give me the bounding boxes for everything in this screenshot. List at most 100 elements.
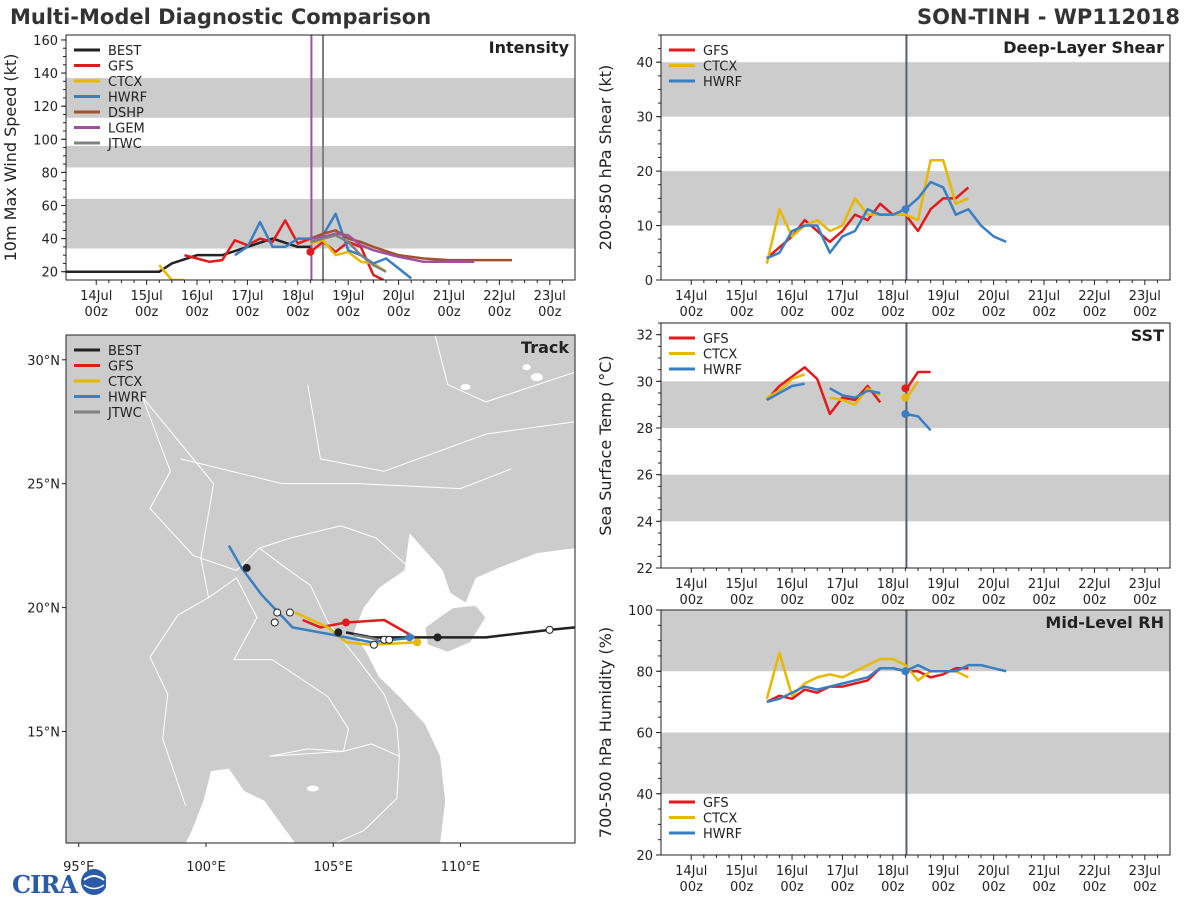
laos-thailand-border (208, 577, 350, 757)
x-tick-hour: 00z (831, 305, 855, 320)
shaded-band (661, 732, 1170, 794)
x-tick-label: 18Jul 00z (877, 864, 909, 895)
x-tick-label: 22Jul 00z (1078, 864, 1110, 895)
x-tick-label: 16Jul 00z (776, 864, 808, 895)
x-tick-hour: 00z (1032, 593, 1056, 608)
x-tick-date: 17Jul (826, 577, 858, 592)
x-tick-date: 23Jul (1129, 864, 1161, 879)
marker-hwrf (901, 410, 910, 418)
legend-label-jtwc: JTWC (107, 406, 142, 421)
series-line-gfs (904, 370, 931, 392)
x-tick-hour: 00z (185, 305, 209, 320)
shaded-band (661, 62, 1170, 117)
x-tick-label: 18Jul 00z (282, 289, 314, 320)
panel-label: SST (1131, 326, 1164, 345)
x-tick-hour: 00z (982, 593, 1006, 608)
series-line-hwrf (234, 212, 412, 280)
x-tick-hour: 00z (1083, 305, 1107, 320)
x-tick-label: 19Jul 00z (927, 577, 959, 608)
y-tick-label: 40 (636, 56, 653, 71)
x-tick-date: 18Jul (877, 289, 909, 304)
lake-1 (460, 384, 471, 391)
globe-icon (81, 869, 106, 895)
x-tick-hour: 00z (286, 305, 310, 320)
tonle-sap-lake (306, 785, 319, 792)
province-border-3 (434, 335, 575, 403)
x-tick-label: 14Jul 00z (80, 289, 112, 320)
x-tick-label: 18Jul 00z (877, 577, 909, 608)
x-tick-date: 18Jul (877, 864, 909, 879)
x-tick-date: 14Jul (675, 289, 707, 304)
figure-title: Multi-Model Diagnostic Comparison (10, 5, 432, 29)
x-tick-label: 22Jul 00z (1078, 289, 1110, 320)
x-tick-date: 19Jul (927, 577, 959, 592)
x-tick-label: 19Jul 00z (927, 864, 959, 895)
series-line-gfs (766, 186, 970, 260)
x-tick-label: 23Jul 00z (1129, 864, 1161, 895)
x-tick-date: 20Jul (382, 289, 414, 304)
series-line-lgem (310, 232, 475, 264)
series-line-hwrf (905, 412, 932, 432)
track-point-best (242, 563, 251, 572)
x-tick-hour: 00z (982, 305, 1006, 320)
lake-2 (530, 373, 543, 382)
x-tick-label: 110°E (441, 860, 481, 875)
legend-label-best: BEST (108, 344, 141, 359)
track-point-hwrf (385, 635, 394, 644)
x-tick-label: 17Jul 00z (826, 864, 858, 895)
x-tick-label: 20Jul 00z (977, 577, 1009, 608)
y-tick-label: 0 (645, 274, 653, 289)
legend-label-gfs: GFS (703, 332, 729, 347)
intensity-plot-area (66, 35, 575, 280)
legend-label-ctcx: CTCX (108, 75, 142, 90)
x-tick-label: 18Jul 00z (877, 289, 909, 320)
legend-label-ctcx: CTCX (108, 375, 142, 390)
series-line-ctcx (158, 264, 173, 280)
y-axis-label: 10m Max Wind Speed (kt) (1, 54, 20, 262)
x-tick-date: 18Jul (282, 289, 314, 304)
x-tick-label: 21Jul 00z (1028, 577, 1060, 608)
y-tick-label: 100 (33, 133, 58, 148)
x-tick-label: 17Jul 00z (826, 289, 858, 320)
x-tick-date: 17Jul (826, 289, 858, 304)
x-tick-date: 16Jul (776, 289, 808, 304)
legend-label-gfs: GFS (703, 44, 729, 59)
legend-label-hwrf: HWRF (703, 75, 742, 90)
x-tick-label: 95°E (63, 860, 94, 875)
series-line-hwrf (766, 663, 1007, 704)
y-tick-label: 140 (33, 67, 58, 82)
legend-label-ctcx: CTCX (703, 60, 737, 75)
x-tick-hour: 00z (135, 305, 159, 320)
y-tick-label: 80 (636, 665, 653, 680)
x-tick-hour: 00z (680, 305, 704, 320)
lake-3 (522, 364, 531, 371)
province-border-2 (307, 384, 575, 472)
y-tick-label: 30 (636, 111, 653, 126)
series-line-ctcx (766, 373, 806, 399)
x-tick-date: 23Jul (1129, 289, 1161, 304)
x-tick-date: 17Jul (826, 864, 858, 879)
legend-label-dshp: DSHP (108, 106, 144, 121)
y-tick-label: 20 (636, 165, 653, 180)
marker-hwrf (901, 667, 910, 676)
marker-hwrf (901, 205, 910, 214)
x-tick-label: 23Jul 00z (1129, 289, 1161, 320)
shaded-band (661, 610, 1170, 672)
x-tick-hour: 00z (730, 593, 754, 608)
y-tick-label: 120 (33, 100, 58, 115)
track-frame (65, 334, 576, 844)
x-tick-label: 21Jul 00z (1028, 864, 1060, 895)
x-tick-date: 19Jul (332, 289, 364, 304)
x-tick-hour: 00z (1133, 305, 1157, 320)
x-tick-date: 15Jul (726, 864, 758, 879)
x-tick-date: 21Jul (1028, 864, 1060, 879)
legend-label-lgem: LGEM (108, 122, 145, 137)
x-tick-label: 19Jul 00z (332, 289, 364, 320)
x-tick-hour: 00z (932, 593, 956, 608)
x-tick-label: 20Jul 00z (977, 289, 1009, 320)
x-tick-label: 14Jul 00z (675, 289, 707, 320)
